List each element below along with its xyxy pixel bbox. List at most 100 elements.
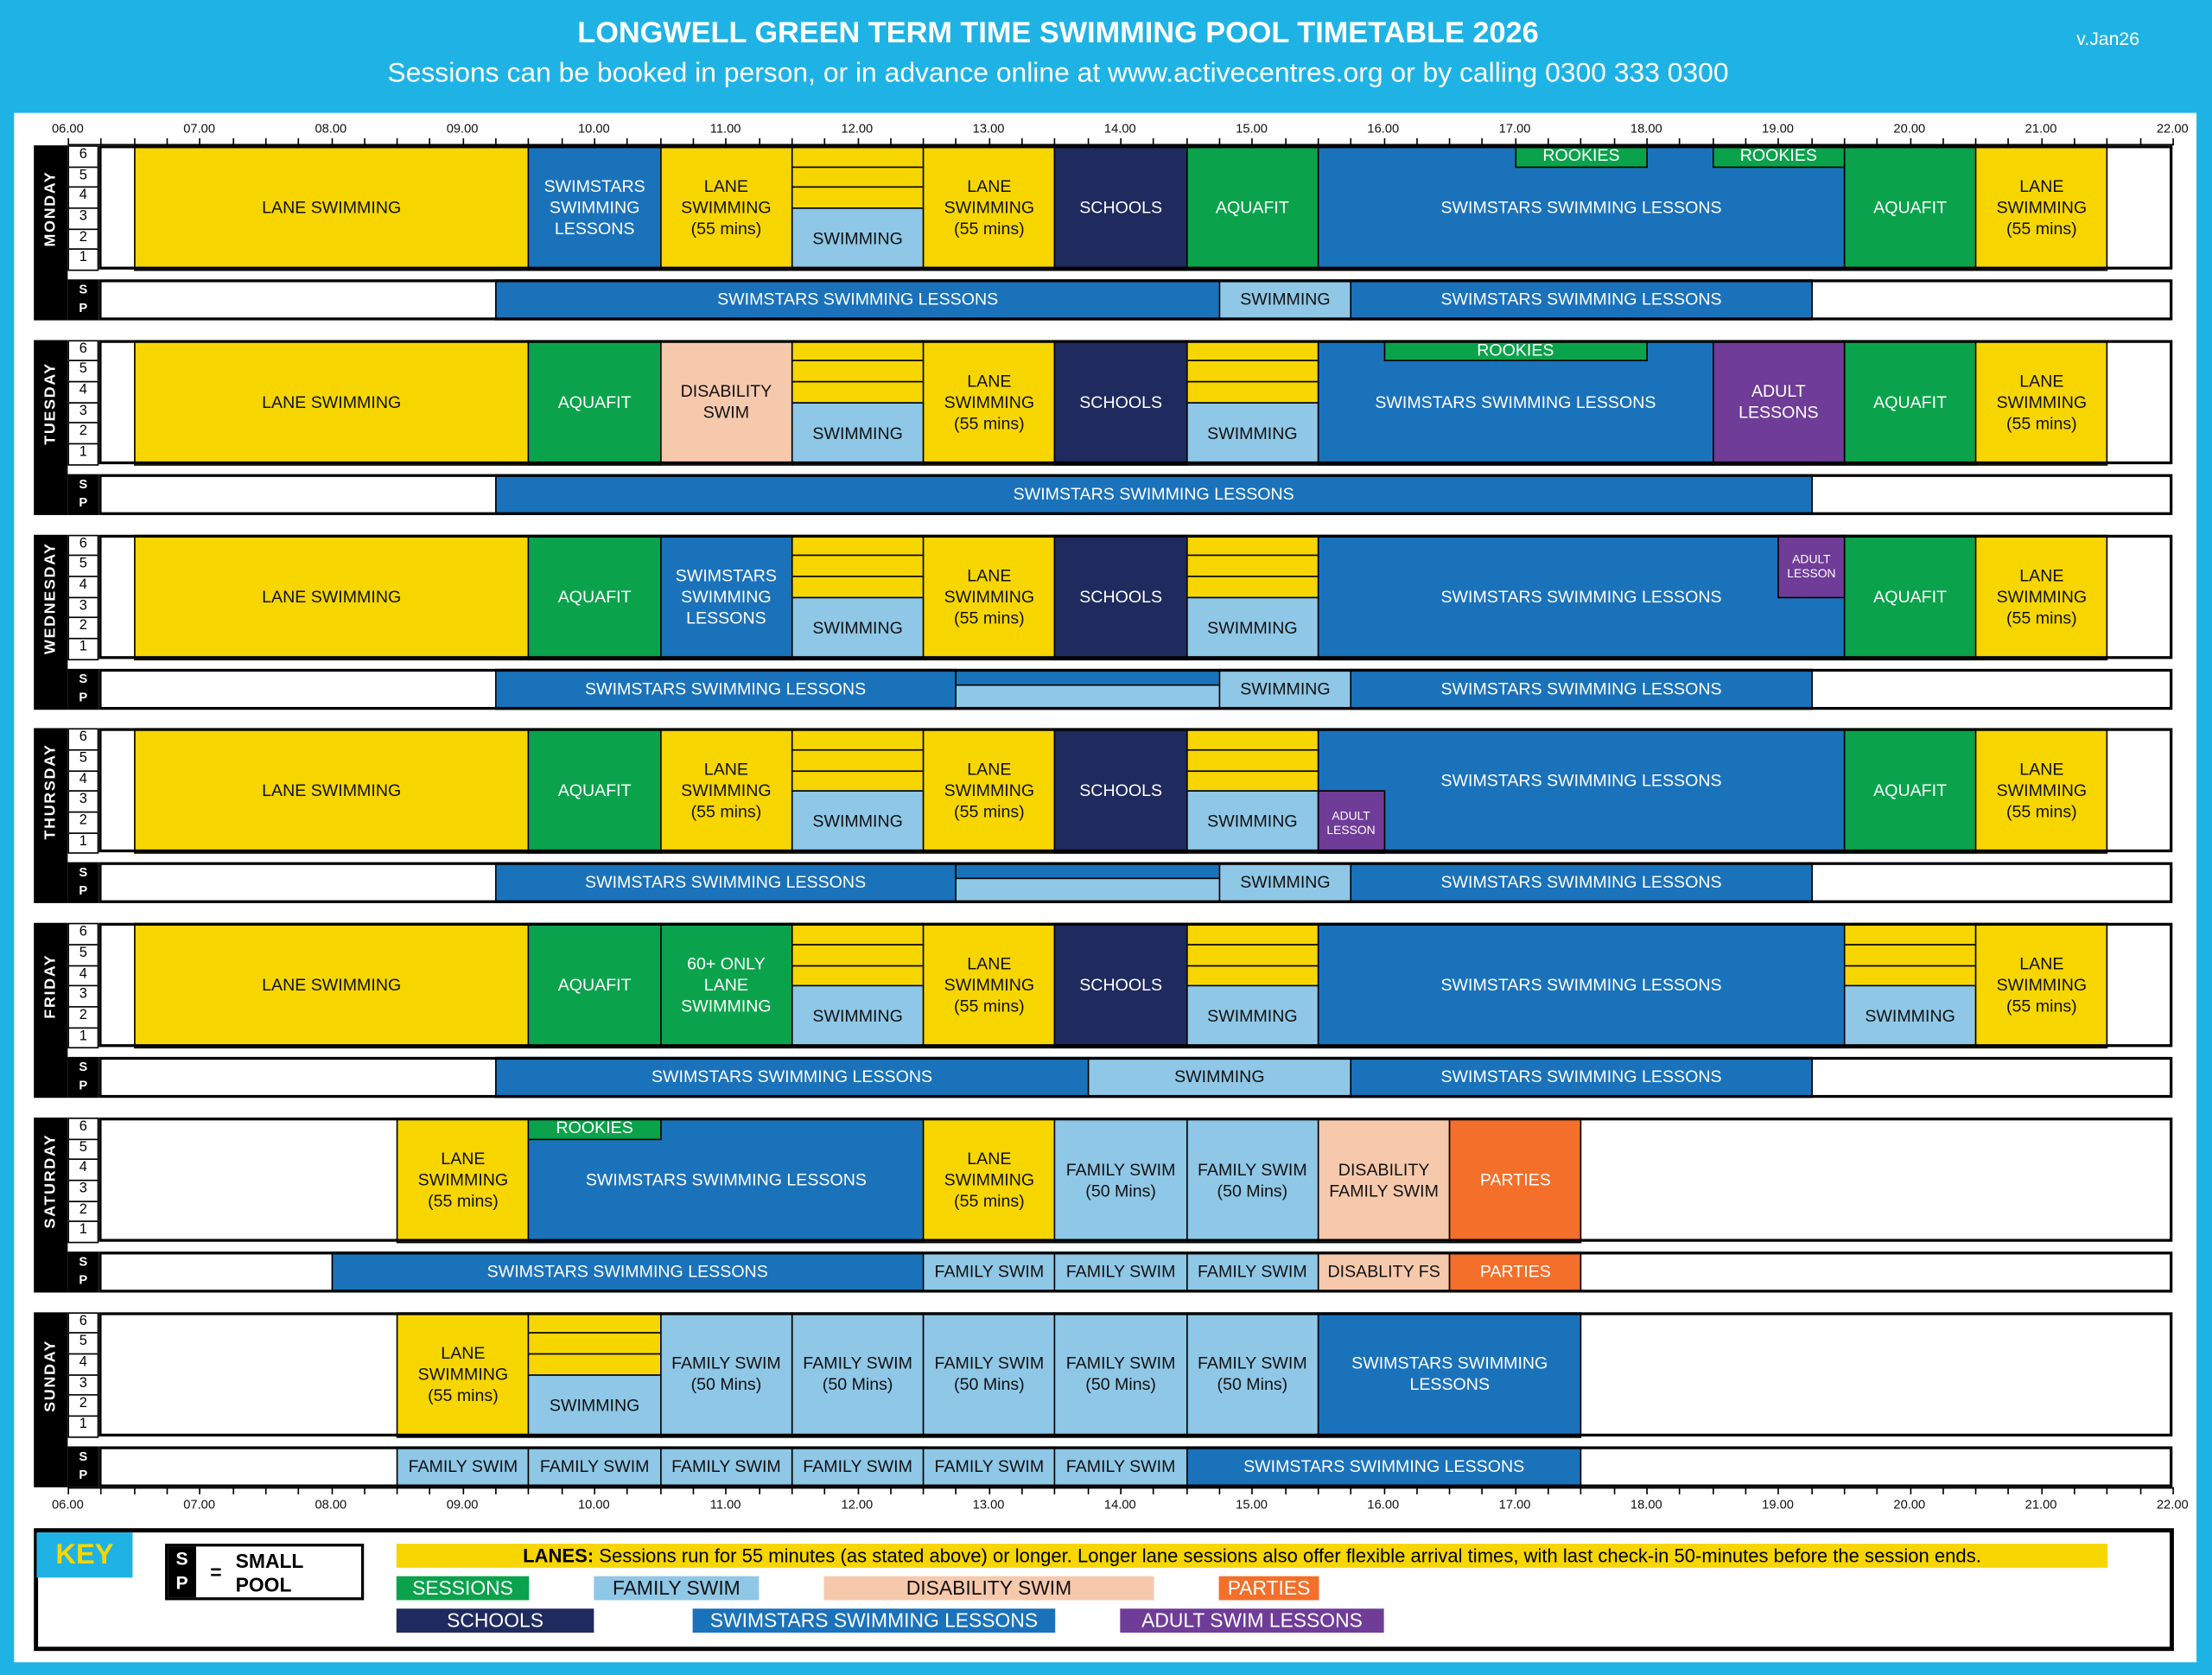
session-block-lane[interactable]: [1185, 575, 1319, 598]
session-block-adult[interactable]: ADULT LESSON: [1317, 790, 1385, 855]
session-block-lane[interactable]: [1185, 923, 1319, 946]
session-block-lane[interactable]: LANE SWIMMING (55 mins): [922, 340, 1056, 466]
session-block-lane[interactable]: LANE SWIMMING (55 mins): [922, 145, 1056, 271]
session-block-lane[interactable]: LANE SWIMMING (55 mins): [1974, 923, 2108, 1049]
session-block-sessions[interactable]: AQUAFIT: [1843, 534, 1977, 660]
small-pool-block-family[interactable]: FAMILY SWIM: [791, 1446, 925, 1487]
session-block-lane[interactable]: [1185, 360, 1319, 383]
small-pool-block-parties[interactable]: PARTIES: [1448, 1251, 1582, 1293]
small-pool-block-swimstars[interactable]: SWIMSTARS SWIMMING LESSONS: [330, 1251, 925, 1293]
session-block-lane[interactable]: LANE SWIMMING: [133, 534, 530, 660]
session-block-lane[interactable]: LANE SWIMMING: [133, 145, 530, 271]
session-block-sessions[interactable]: ROOKIES: [1382, 340, 1648, 362]
session-block-lane[interactable]: [1843, 943, 1977, 966]
session-block-sessions[interactable]: AQUAFIT: [528, 534, 662, 660]
session-block-disability[interactable]: DISABILITY FAMILY SWIM: [1317, 1118, 1451, 1244]
session-block-lane[interactable]: LANE SWIMMING (55 mins): [1974, 145, 2108, 271]
session-block-sessions[interactable]: AQUAFIT: [528, 340, 662, 466]
session-block-lane[interactable]: [791, 964, 925, 987]
small-pool-block-swimstars[interactable]: SWIMSTARS SWIMMING LESSONS: [1350, 863, 1813, 904]
session-block-schools[interactable]: SCHOOLS: [1054, 729, 1188, 855]
session-block-lane[interactable]: [791, 749, 925, 772]
session-block-family[interactable]: SWIMMING: [791, 595, 925, 660]
session-block-family[interactable]: FAMILY SWIM (50 Mins): [922, 1312, 1056, 1438]
session-block-lane[interactable]: [791, 534, 925, 557]
small-pool-block-family[interactable]: SWIMMING: [1218, 863, 1352, 904]
session-block-lane[interactable]: [528, 1312, 662, 1334]
session-block-family[interactable]: SWIMMING: [791, 401, 925, 466]
small-pool-block-family[interactable]: SWIMMING: [1218, 668, 1352, 710]
session-block-lane[interactable]: LANE SWIMMING (55 mins): [1974, 729, 2108, 855]
session-block-lane[interactable]: [791, 575, 925, 598]
session-block-lane[interactable]: LANE SWIMMING: [133, 729, 530, 855]
session-block-sessions[interactable]: AQUAFIT: [1843, 729, 1977, 855]
session-block-lane[interactable]: [791, 360, 925, 383]
session-block-lane[interactable]: [791, 769, 925, 793]
session-block-sessions[interactable]: AQUAFIT: [528, 923, 662, 1049]
session-block-lane[interactable]: LANE SWIMMING (55 mins): [922, 923, 1056, 1049]
session-block-swimstars[interactable]: SWIMSTARS SWIMMING LESSONS: [1317, 729, 1846, 855]
session-block-lane[interactable]: [1185, 555, 1319, 577]
session-block-lane[interactable]: [1185, 769, 1319, 793]
session-block-lane[interactable]: [1185, 943, 1319, 966]
session-block-sessions[interactable]: ROOKIES: [528, 1118, 662, 1140]
small-pool-block-family[interactable]: FAMILY SWIM: [659, 1446, 793, 1487]
small-pool-block-swimstars[interactable]: SWIMSTARS SWIMMING LESSONS: [495, 1057, 1089, 1099]
session-block-family[interactable]: SWIMMING: [1185, 401, 1319, 466]
small-pool-block-swimstars[interactable]: [956, 668, 1221, 685]
session-block-family[interactable]: FAMILY SWIM (50 Mins): [659, 1312, 793, 1438]
session-block-family[interactable]: FAMILY SWIM (50 Mins): [1054, 1118, 1188, 1244]
small-pool-block-family[interactable]: SWIMMING: [1087, 1057, 1352, 1099]
session-block-adult[interactable]: ADULT LESSON: [1777, 534, 1846, 598]
session-block-family[interactable]: SWIMMING: [1185, 790, 1319, 855]
session-block-schools[interactable]: SCHOOLS: [1054, 534, 1188, 660]
small-pool-block-swimstars[interactable]: SWIMSTARS SWIMMING LESSONS: [495, 474, 1813, 515]
session-block-sessions[interactable]: AQUAFIT: [528, 729, 662, 855]
session-block-family[interactable]: FAMILY SWIM (50 Mins): [1185, 1312, 1319, 1438]
session-block-family[interactable]: SWIMMING: [528, 1373, 662, 1438]
session-block-family[interactable]: SWIMMING: [1185, 595, 1319, 660]
small-pool-block-family[interactable]: FAMILY SWIM: [1054, 1251, 1188, 1293]
session-block-lane[interactable]: [1843, 964, 1977, 987]
small-pool-block-family[interactable]: FAMILY SWIM: [922, 1251, 1056, 1293]
small-pool-block-family[interactable]: [956, 878, 1221, 904]
session-block-sessions[interactable]: 60+ ONLY LANE SWIMMING: [659, 923, 793, 1049]
session-block-swimstars[interactable]: SWIMSTARS SWIMMING LESSONS: [1317, 923, 1846, 1049]
session-block-swimstars[interactable]: SWIMSTARS SWIMMING LESSONS: [659, 534, 793, 660]
small-pool-block-swimstars[interactable]: SWIMSTARS SWIMMING LESSONS: [1350, 668, 1813, 710]
small-pool-block-family[interactable]: [956, 684, 1221, 710]
session-block-family[interactable]: FAMILY SWIM (50 Mins): [1185, 1118, 1319, 1244]
session-block-family[interactable]: SWIMMING: [791, 790, 925, 855]
session-block-lane[interactable]: [1185, 729, 1319, 751]
session-block-lane[interactable]: LANE SWIMMING (55 mins): [396, 1312, 530, 1438]
session-block-lane[interactable]: [791, 923, 925, 946]
small-pool-block-disability[interactable]: DISABLITY FS: [1317, 1251, 1451, 1293]
session-block-lane[interactable]: LANE SWIMMING (55 mins): [1974, 534, 2108, 660]
session-block-schools[interactable]: SCHOOLS: [1054, 923, 1188, 1049]
session-block-family[interactable]: SWIMMING: [791, 984, 925, 1049]
session-block-sessions[interactable]: AQUAFIT: [1843, 340, 1977, 466]
session-block-lane[interactable]: [791, 943, 925, 966]
session-block-lane[interactable]: LANE SWIMMING: [133, 923, 530, 1049]
small-pool-block-family[interactable]: FAMILY SWIM: [528, 1446, 662, 1487]
small-pool-block-family[interactable]: FAMILY SWIM: [1054, 1446, 1188, 1487]
small-pool-block-family[interactable]: FAMILY SWIM: [396, 1446, 530, 1487]
session-block-lane[interactable]: [791, 145, 925, 168]
session-block-lane[interactable]: LANE SWIMMING (55 mins): [1974, 340, 2108, 466]
session-block-lane[interactable]: LANE SWIMMING (55 mins): [922, 729, 1056, 855]
session-block-swimstars[interactable]: SWIMSTARS SWIMMING LESSONS: [1317, 1312, 1582, 1438]
session-block-lane[interactable]: LANE SWIMMING (55 mins): [396, 1118, 530, 1244]
session-block-lane[interactable]: [1185, 381, 1319, 404]
session-block-schools[interactable]: SCHOOLS: [1054, 340, 1188, 466]
session-block-lane[interactable]: [1185, 749, 1319, 772]
session-block-family[interactable]: FAMILY SWIM (50 Mins): [1054, 1312, 1188, 1438]
session-block-family[interactable]: SWIMMING: [1843, 984, 1977, 1049]
small-pool-block-family[interactable]: FAMILY SWIM: [1185, 1251, 1319, 1293]
session-block-lane[interactable]: [528, 1332, 662, 1355]
session-block-lane[interactable]: [1185, 964, 1319, 987]
small-pool-block-swimstars[interactable]: SWIMSTARS SWIMMING LESSONS: [1350, 279, 1813, 321]
session-block-lane[interactable]: [791, 340, 925, 362]
small-pool-block-family[interactable]: SWIMMING: [1218, 279, 1352, 321]
session-block-lane[interactable]: [791, 187, 925, 209]
session-block-schools[interactable]: SCHOOLS: [1054, 145, 1188, 271]
